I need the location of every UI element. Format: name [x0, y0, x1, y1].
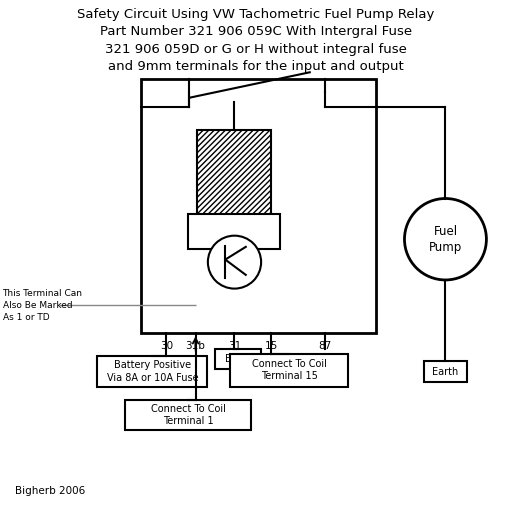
Bar	[188, 214, 280, 249]
Text: Safety Circuit Using VW Tachometric Fuel Pump Relay
Part Number 321 906 059C Wit: Safety Circuit Using VW Tachometric Fuel…	[77, 8, 435, 73]
Circle shape	[208, 236, 261, 289]
Text: 31b: 31b	[186, 341, 205, 351]
Bar	[230, 354, 348, 387]
Text: Earth: Earth	[225, 354, 251, 364]
Text: 30: 30	[160, 341, 173, 351]
Bar	[424, 361, 467, 382]
Text: This Terminal Can
Also Be Marked
As 1 or TD: This Terminal Can Also Be Marked As 1 or…	[3, 289, 82, 322]
Text: Connect To Coil
Terminal 1: Connect To Coil Terminal 1	[151, 404, 226, 426]
Text: Earth: Earth	[432, 366, 459, 377]
Text: 87: 87	[318, 341, 332, 351]
Bar	[197, 130, 271, 216]
Bar	[125, 400, 251, 430]
Circle shape	[404, 199, 486, 280]
Text: 31: 31	[228, 341, 241, 351]
Text: Fuel
Pump: Fuel Pump	[429, 225, 462, 253]
Text: 15: 15	[265, 341, 278, 351]
Bar	[215, 349, 261, 369]
Text: Bigherb 2006: Bigherb 2006	[15, 486, 86, 496]
Bar	[141, 79, 376, 333]
Text: Battery Positive
Via 8A or 10A Fuse: Battery Positive Via 8A or 10A Fuse	[106, 360, 198, 383]
Bar	[97, 356, 207, 387]
Text: Connect To Coil
Terminal 15: Connect To Coil Terminal 15	[252, 359, 327, 382]
